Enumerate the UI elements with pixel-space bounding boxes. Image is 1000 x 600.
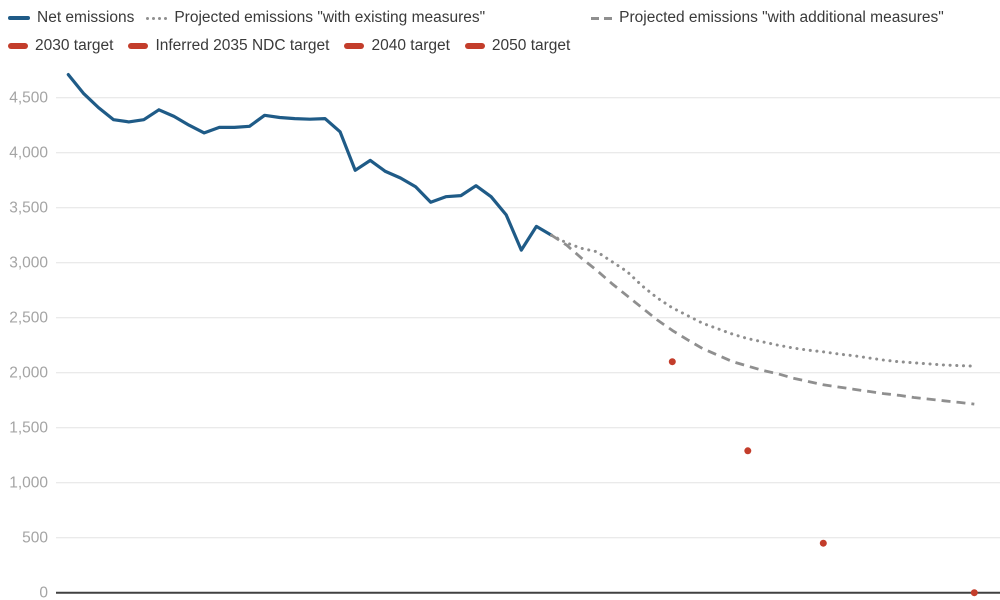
legend-label-target-2035: Inferred 2035 NDC target — [155, 37, 330, 54]
net-emissions-line — [66, 73, 554, 252]
target-2040-dot — [819, 539, 827, 547]
legend-label-target-2040: 2040 target — [371, 37, 450, 54]
target-2030-dot — [668, 358, 676, 366]
legend-row-2: 2030 target Inferred 2035 NDC target 2040 … — [8, 35, 996, 57]
y-tick-label-1500: 1,500 — [9, 420, 48, 437]
legend-label-target-2030: 2030 target — [35, 37, 114, 54]
target-2035-dot — [744, 447, 752, 455]
legend-item-target-2040: 2040 target — [344, 37, 450, 55]
projected-additional-measures-line — [550, 234, 975, 406]
legend-label-projected-existing-measures: Projected emissions "with existing measu… — [174, 9, 486, 26]
net-emissions-swatch-icon — [8, 16, 30, 20]
target-2030-swatch-icon — [8, 43, 28, 49]
legend-label-projected-additional-measures: Projected emissions "with additional mea… — [619, 9, 944, 26]
legend-item-projected-additional-measures: Projected emissions "with additional mea… — [591, 9, 944, 27]
y-tick-label-2000: 2,000 — [9, 365, 48, 382]
legend-row-1: Net emissions Projected emissions "with e… — [8, 7, 996, 29]
y-tick-label-3000: 3,000 — [9, 255, 48, 272]
y-tick-label-500: 500 — [22, 530, 48, 547]
projected-additional-measures-swatch-icon — [591, 16, 613, 20]
legend-item-target-2035: Inferred 2035 NDC target — [128, 37, 329, 55]
legend-label-net-emissions: Net emissions — [37, 9, 135, 26]
projected-existing-measures-line — [550, 233, 976, 368]
legend-label-target-2050: 2050 target — [491, 37, 571, 54]
chart-legend: Net emissions Projected emissions "with e… — [8, 7, 996, 63]
y-tick-label-0: 0 — [39, 585, 48, 600]
y-tick-label-4000: 4,000 — [9, 145, 48, 162]
y-tick-label-3500: 3,500 — [9, 200, 48, 217]
legend-item-target-2030: 2030 target — [8, 37, 113, 55]
target-2035-swatch-icon — [128, 43, 149, 49]
y-tick-label-4500: 4,500 — [9, 90, 48, 107]
target-2050-dot — [970, 589, 978, 597]
legend-item-projected-existing-measures: Projected emissions "with existing measu… — [146, 9, 485, 27]
target-2040-swatch-icon — [344, 43, 365, 49]
target-2050-swatch-icon — [464, 43, 485, 49]
y-tick-label-1000: 1,000 — [9, 475, 48, 492]
legend-item-net-emissions: Net emissions — [8, 9, 134, 27]
legend-item-target-2050: 2050 target — [464, 37, 571, 55]
y-tick-label-2500: 2,500 — [9, 310, 48, 327]
projected-existing-measures-swatch-icon — [146, 16, 168, 20]
